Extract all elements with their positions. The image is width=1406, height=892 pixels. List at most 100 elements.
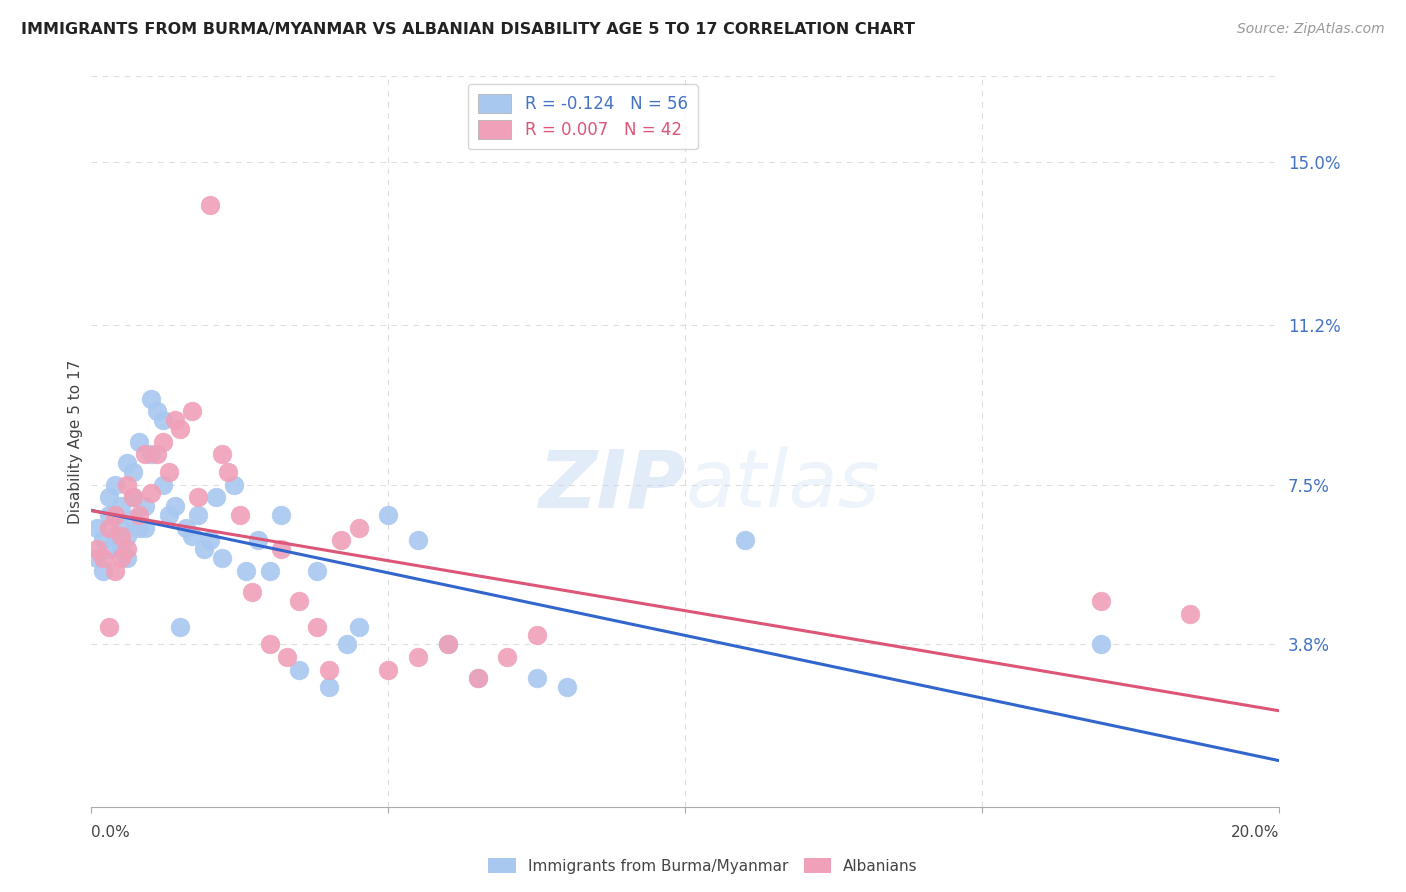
Point bbox=[1090, 593, 1112, 607]
Point bbox=[526, 628, 548, 642]
Point bbox=[122, 491, 145, 505]
Point bbox=[104, 508, 127, 522]
Point bbox=[145, 404, 167, 418]
Point bbox=[288, 663, 311, 677]
Point bbox=[436, 637, 458, 651]
Point bbox=[86, 550, 108, 565]
Point bbox=[122, 512, 145, 526]
Point bbox=[235, 564, 257, 578]
Legend: Immigrants from Burma/Myanmar, Albanians: Immigrants from Burma/Myanmar, Albanians bbox=[482, 852, 924, 880]
Point bbox=[134, 499, 156, 513]
Point bbox=[496, 649, 519, 664]
Point bbox=[336, 637, 359, 651]
Point bbox=[200, 198, 222, 212]
Point bbox=[104, 477, 127, 491]
Point bbox=[98, 542, 121, 557]
Point bbox=[288, 593, 311, 607]
Point bbox=[98, 491, 121, 505]
Point bbox=[181, 404, 204, 418]
Point bbox=[467, 671, 489, 685]
Text: 0.0%: 0.0% bbox=[91, 825, 131, 840]
Point bbox=[115, 550, 138, 565]
Point bbox=[104, 508, 127, 522]
Point bbox=[122, 465, 145, 479]
Point bbox=[152, 413, 174, 427]
Point bbox=[157, 508, 180, 522]
Point bbox=[110, 499, 132, 513]
Point bbox=[200, 533, 222, 548]
Point bbox=[259, 637, 281, 651]
Point bbox=[318, 663, 340, 677]
Point bbox=[329, 533, 352, 548]
Point bbox=[163, 499, 186, 513]
Point bbox=[86, 542, 108, 557]
Point bbox=[217, 465, 239, 479]
Point bbox=[169, 619, 191, 633]
Point bbox=[205, 491, 228, 505]
Point bbox=[176, 520, 198, 534]
Point bbox=[122, 491, 145, 505]
Point bbox=[347, 520, 370, 534]
Point bbox=[436, 637, 458, 651]
Point bbox=[98, 508, 121, 522]
Point bbox=[229, 508, 252, 522]
Point bbox=[246, 533, 269, 548]
Point bbox=[145, 447, 167, 461]
Point bbox=[115, 542, 138, 557]
Point bbox=[98, 520, 121, 534]
Y-axis label: Disability Age 5 to 17: Disability Age 5 to 17 bbox=[67, 359, 83, 524]
Point bbox=[555, 680, 578, 694]
Point bbox=[259, 564, 281, 578]
Point bbox=[139, 392, 162, 406]
Point bbox=[128, 434, 150, 449]
Legend: R = -0.124   N = 56, R = 0.007   N = 42: R = -0.124 N = 56, R = 0.007 N = 42 bbox=[468, 84, 697, 149]
Point bbox=[110, 550, 132, 565]
Point bbox=[1090, 637, 1112, 651]
Point bbox=[318, 680, 340, 694]
Point bbox=[222, 477, 245, 491]
Point bbox=[187, 491, 209, 505]
Text: ZIP: ZIP bbox=[538, 446, 685, 524]
Point bbox=[181, 529, 204, 543]
Point bbox=[91, 564, 114, 578]
Point bbox=[134, 447, 156, 461]
Point bbox=[347, 619, 370, 633]
Point bbox=[211, 550, 233, 565]
Point bbox=[193, 542, 215, 557]
Point bbox=[187, 508, 209, 522]
Text: atlas: atlas bbox=[685, 446, 880, 524]
Point bbox=[276, 649, 298, 664]
Point bbox=[152, 434, 174, 449]
Point bbox=[86, 520, 108, 534]
Point bbox=[98, 619, 121, 633]
Point bbox=[307, 619, 329, 633]
Point bbox=[734, 533, 756, 548]
Point bbox=[406, 533, 429, 548]
Point bbox=[139, 486, 162, 500]
Point bbox=[110, 520, 132, 534]
Point bbox=[104, 529, 127, 543]
Text: 20.0%: 20.0% bbox=[1232, 825, 1279, 840]
Text: IMMIGRANTS FROM BURMA/MYANMAR VS ALBANIAN DISABILITY AGE 5 TO 17 CORRELATION CHA: IMMIGRANTS FROM BURMA/MYANMAR VS ALBANIA… bbox=[21, 22, 915, 37]
Point bbox=[110, 529, 132, 543]
Point bbox=[526, 671, 548, 685]
Point bbox=[152, 477, 174, 491]
Point bbox=[104, 564, 127, 578]
Point bbox=[115, 529, 138, 543]
Point bbox=[406, 649, 429, 664]
Point bbox=[115, 456, 138, 470]
Text: Source: ZipAtlas.com: Source: ZipAtlas.com bbox=[1237, 22, 1385, 37]
Point bbox=[91, 550, 114, 565]
Point bbox=[110, 542, 132, 557]
Point bbox=[134, 520, 156, 534]
Point bbox=[115, 477, 138, 491]
Point bbox=[157, 465, 180, 479]
Point bbox=[270, 542, 292, 557]
Point bbox=[377, 508, 399, 522]
Point bbox=[211, 447, 233, 461]
Point bbox=[163, 413, 186, 427]
Point bbox=[307, 564, 329, 578]
Point bbox=[139, 447, 162, 461]
Point bbox=[169, 422, 191, 436]
Point bbox=[467, 671, 489, 685]
